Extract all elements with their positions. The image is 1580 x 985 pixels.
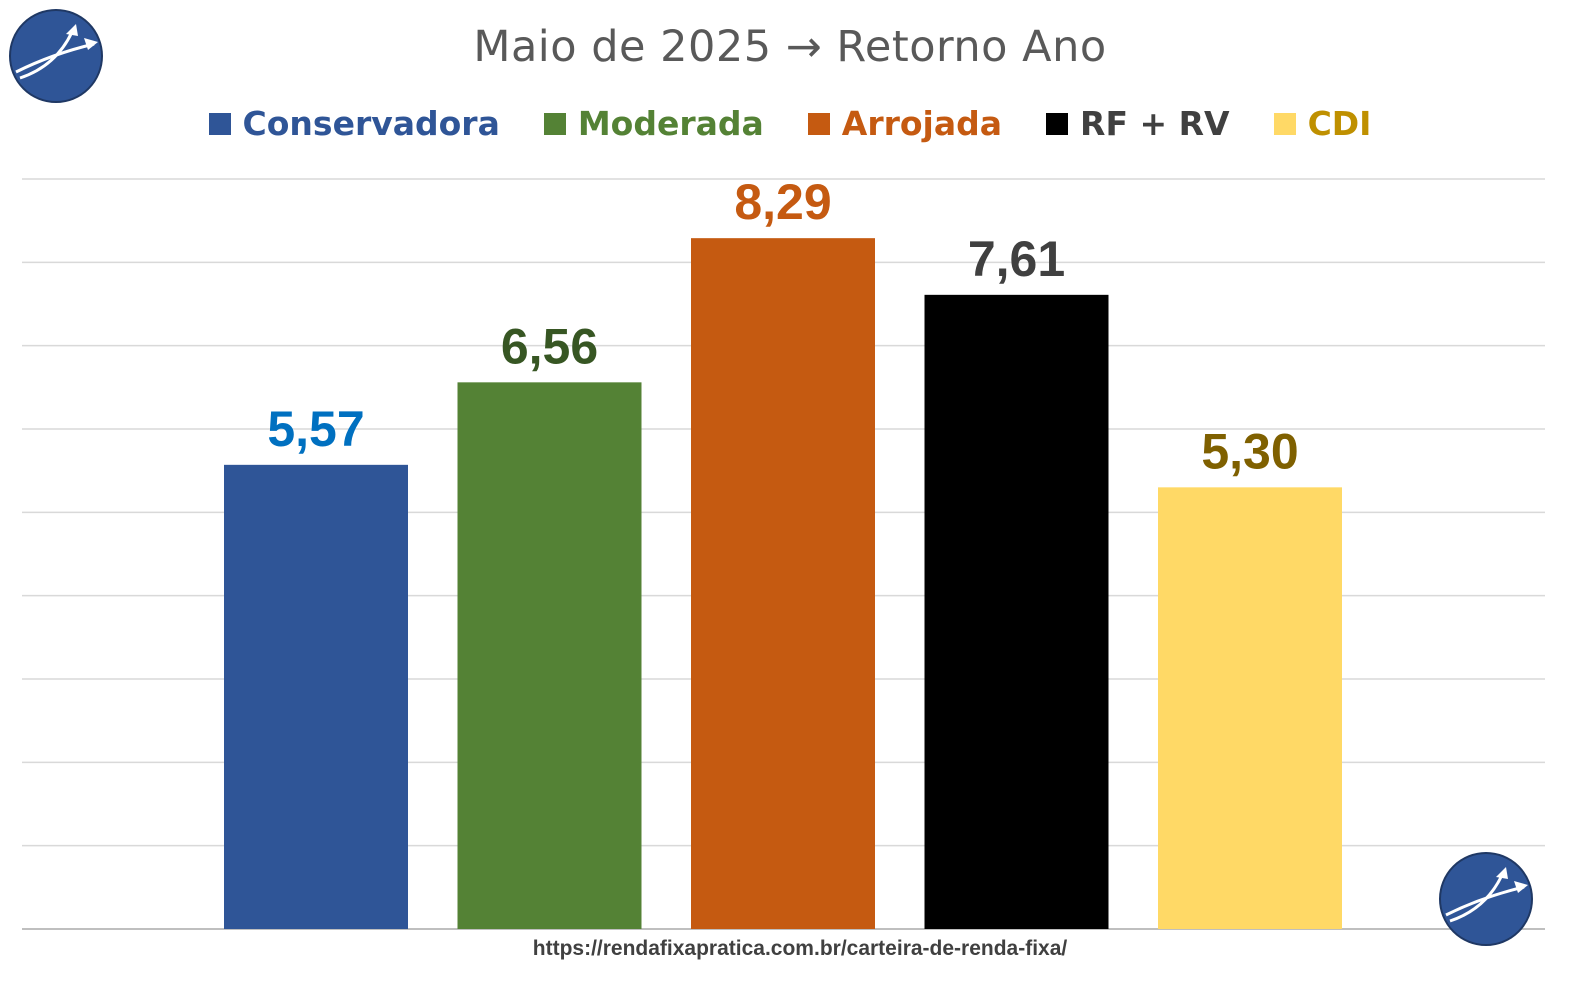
legend-label: CDI bbox=[1307, 104, 1372, 143]
bar-rf-rv bbox=[924, 294, 1109, 929]
legend-item-rf-rv: RF + RV bbox=[1046, 102, 1230, 146]
source-url: https://rendafixapratica.com.br/carteira… bbox=[532, 937, 1068, 960]
legend-swatch bbox=[1046, 113, 1069, 135]
legend-swatch bbox=[1273, 113, 1296, 135]
logo-icon-bottom-right bbox=[1439, 852, 1533, 946]
legend-item-cdi: CDI bbox=[1273, 102, 1372, 146]
bar-conservadora bbox=[224, 464, 408, 929]
legend-swatch bbox=[543, 113, 566, 135]
legend-swatch bbox=[807, 113, 830, 135]
chart-title: Maio de 2025 → Retorno Ano bbox=[473, 22, 1107, 72]
bar-arrojada bbox=[691, 238, 875, 929]
legend-item-moderada: Moderada bbox=[543, 102, 764, 146]
legend-label: Arrojada bbox=[841, 104, 1003, 143]
bar-moderada bbox=[457, 382, 642, 929]
bar-value-label: 5,57 bbox=[267, 401, 364, 457]
legend-label: Moderada bbox=[577, 104, 764, 143]
legend-item-conservadora: Conservadora bbox=[208, 102, 500, 146]
bar-cdi bbox=[1158, 487, 1342, 929]
legend-label: RF + RV bbox=[1080, 104, 1230, 143]
bar-value-label: 5,30 bbox=[1201, 423, 1298, 479]
bar-value-label: 7,61 bbox=[968, 231, 1065, 287]
bar-value-label: 6,56 bbox=[501, 318, 598, 374]
bar-value-label: 8,29 bbox=[734, 174, 831, 230]
legend-label: Conservadora bbox=[242, 104, 500, 143]
logo-icon-top-left bbox=[9, 9, 103, 103]
legend-item-arrojada: Arrojada bbox=[807, 102, 1003, 146]
chart-legend: Conservadora Moderada Arrojada RF + RV C… bbox=[0, 102, 1580, 146]
legend-swatch bbox=[208, 113, 231, 135]
